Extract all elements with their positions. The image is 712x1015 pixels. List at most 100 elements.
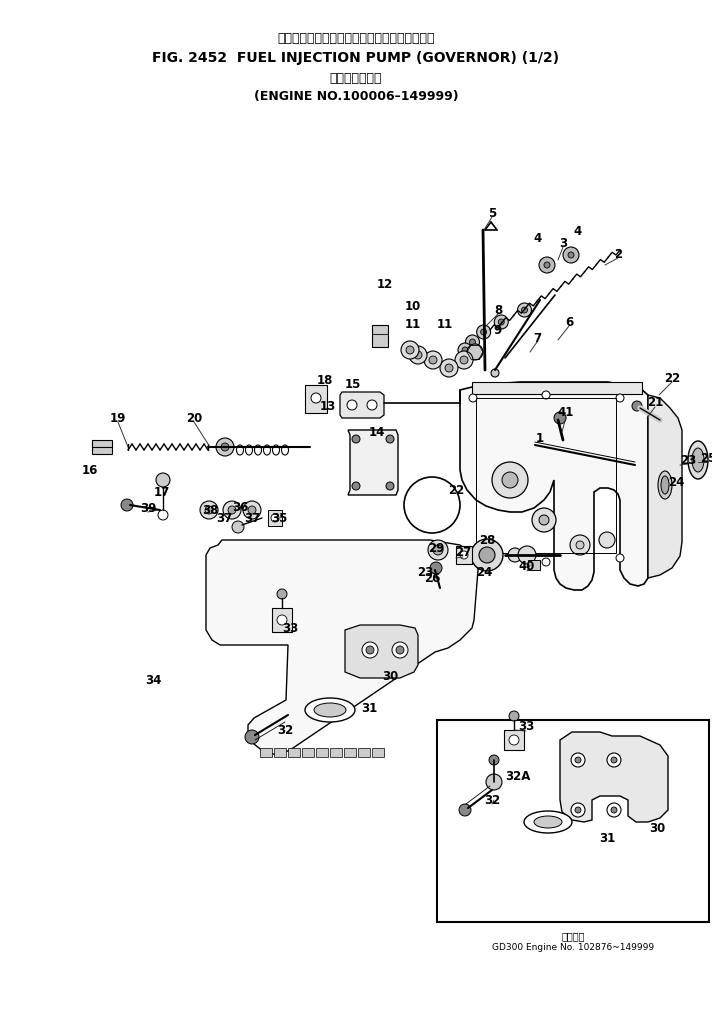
- Ellipse shape: [223, 501, 241, 519]
- Text: 22: 22: [664, 371, 680, 385]
- Ellipse shape: [599, 532, 615, 548]
- Text: 25: 25: [700, 452, 712, 465]
- Ellipse shape: [462, 347, 468, 353]
- Text: 23: 23: [417, 566, 433, 580]
- Text: 40: 40: [519, 560, 535, 573]
- Ellipse shape: [414, 351, 422, 359]
- Text: 11: 11: [405, 319, 421, 332]
- Ellipse shape: [607, 753, 621, 767]
- Ellipse shape: [367, 400, 377, 410]
- Bar: [358, 748, 370, 757]
- Bar: [330, 748, 342, 757]
- Text: 32: 32: [277, 724, 293, 737]
- Ellipse shape: [542, 558, 550, 566]
- Text: FIG. 2452  FUEL INJECTION PUMP (GOVERNOR) (1/2): FIG. 2452 FUEL INJECTION PUMP (GOVERNOR)…: [152, 51, 560, 65]
- Ellipse shape: [216, 438, 234, 456]
- Ellipse shape: [311, 393, 321, 403]
- Text: 6: 6: [565, 316, 573, 329]
- Text: 8: 8: [494, 303, 502, 317]
- Ellipse shape: [271, 514, 279, 522]
- Ellipse shape: [458, 343, 472, 357]
- Text: 31: 31: [599, 831, 615, 844]
- Bar: [476, 398, 616, 553]
- Ellipse shape: [607, 803, 621, 817]
- Ellipse shape: [429, 356, 437, 364]
- Ellipse shape: [424, 351, 442, 369]
- Text: GD300 Engine No. 102876~149999: GD300 Engine No. 102876~149999: [492, 944, 654, 952]
- Ellipse shape: [469, 554, 477, 562]
- Text: 1: 1: [536, 431, 544, 445]
- Text: 9: 9: [494, 324, 502, 337]
- Ellipse shape: [509, 735, 519, 745]
- Ellipse shape: [489, 755, 499, 765]
- Ellipse shape: [248, 506, 256, 514]
- Polygon shape: [340, 392, 384, 418]
- Text: 24: 24: [668, 475, 684, 488]
- Bar: [92, 439, 112, 454]
- Ellipse shape: [277, 589, 287, 599]
- Ellipse shape: [469, 339, 476, 345]
- Text: 26: 26: [424, 571, 440, 585]
- Text: 14: 14: [369, 425, 385, 438]
- Ellipse shape: [616, 394, 624, 402]
- Text: 29: 29: [428, 541, 444, 554]
- Ellipse shape: [632, 401, 642, 411]
- Text: 4: 4: [574, 224, 582, 238]
- Text: 18: 18: [317, 374, 333, 387]
- Ellipse shape: [571, 803, 585, 817]
- Text: 13: 13: [320, 401, 336, 413]
- Text: 21: 21: [647, 397, 663, 409]
- Text: 41: 41: [557, 406, 574, 419]
- Ellipse shape: [445, 364, 453, 373]
- Text: 4: 4: [534, 231, 542, 245]
- Ellipse shape: [494, 315, 508, 329]
- Text: 適　用　号　機: 適 用 号 機: [330, 71, 382, 84]
- Text: 12: 12: [377, 277, 393, 290]
- Ellipse shape: [544, 262, 550, 268]
- Bar: [472, 382, 642, 394]
- Ellipse shape: [532, 508, 556, 532]
- Ellipse shape: [392, 642, 408, 658]
- Bar: [272, 608, 292, 632]
- Text: 39: 39: [140, 501, 156, 515]
- Text: 7: 7: [533, 332, 541, 344]
- Text: 22: 22: [448, 484, 464, 497]
- Ellipse shape: [121, 499, 133, 511]
- Ellipse shape: [568, 252, 574, 258]
- Ellipse shape: [491, 369, 499, 377]
- Ellipse shape: [430, 562, 442, 574]
- Ellipse shape: [524, 811, 572, 833]
- Ellipse shape: [232, 521, 244, 533]
- Text: 36: 36: [232, 500, 248, 514]
- Text: 適用号機: 適用号機: [561, 931, 585, 941]
- Ellipse shape: [467, 344, 483, 360]
- Text: 38: 38: [201, 503, 218, 517]
- Ellipse shape: [440, 359, 458, 377]
- Bar: [274, 748, 286, 757]
- Text: 5: 5: [488, 206, 496, 219]
- Text: 35: 35: [271, 513, 287, 526]
- Ellipse shape: [518, 303, 531, 317]
- Ellipse shape: [479, 547, 495, 563]
- Polygon shape: [348, 430, 398, 495]
- Ellipse shape: [661, 476, 669, 494]
- Ellipse shape: [554, 412, 566, 424]
- Ellipse shape: [428, 540, 448, 560]
- Bar: [344, 748, 356, 757]
- Bar: [288, 748, 300, 757]
- Bar: [316, 748, 328, 757]
- Text: 30: 30: [649, 821, 665, 834]
- Ellipse shape: [571, 753, 585, 767]
- Ellipse shape: [521, 307, 528, 313]
- Ellipse shape: [314, 703, 346, 717]
- Bar: [528, 560, 540, 570]
- Ellipse shape: [688, 441, 708, 479]
- Bar: [456, 546, 472, 564]
- Ellipse shape: [502, 472, 518, 488]
- Ellipse shape: [508, 548, 522, 562]
- Ellipse shape: [396, 646, 404, 654]
- Text: 17: 17: [154, 486, 170, 499]
- Ellipse shape: [362, 642, 378, 658]
- Ellipse shape: [386, 482, 394, 490]
- Text: 27: 27: [455, 546, 471, 559]
